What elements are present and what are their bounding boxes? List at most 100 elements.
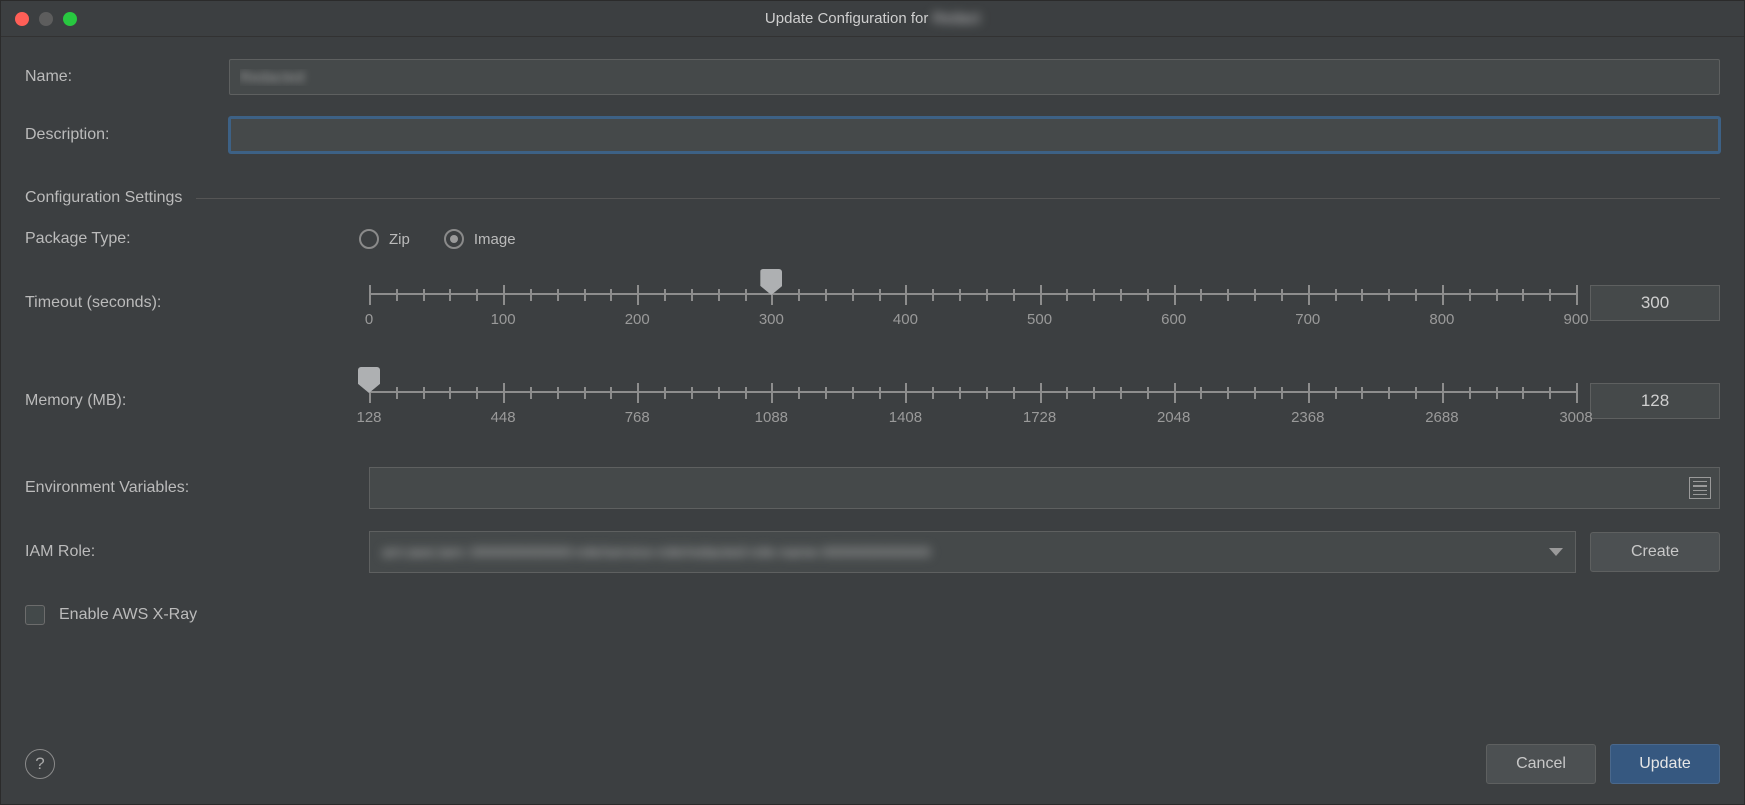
tick-minor — [584, 289, 586, 301]
tick-minor — [959, 387, 961, 399]
tick-label: 128 — [356, 409, 381, 426]
env-vars-row: Environment Variables: — [25, 467, 1720, 509]
tick-minor — [1120, 289, 1122, 301]
memory-slider[interactable]: 1284487681088140817282048236826883008 — [369, 369, 1576, 433]
tick-label: 100 — [491, 311, 516, 328]
xray-label: Enable AWS X-Ray — [59, 606, 197, 624]
description-input[interactable] — [229, 117, 1720, 153]
tick-minor — [1147, 289, 1149, 301]
memory-label: Memory (MB): — [25, 392, 355, 410]
tick-label: 500 — [1027, 311, 1052, 328]
tick-minor — [1093, 387, 1095, 399]
radio-icon — [359, 229, 379, 249]
tick-minor — [1066, 289, 1068, 301]
maximize-window-button[interactable] — [63, 12, 77, 26]
dialog-window: Update Configuration for Redact Name: De… — [0, 0, 1745, 805]
tick-minor — [879, 289, 881, 301]
tick-major — [1308, 285, 1310, 305]
tick-minor — [610, 387, 612, 399]
tick-minor — [530, 289, 532, 301]
config-settings-label: Configuration Settings — [25, 189, 182, 207]
tick-minor — [879, 387, 881, 399]
memory-value[interactable]: 128 — [1590, 383, 1720, 419]
slider-ticks — [369, 383, 1576, 403]
env-vars-input[interactable] — [369, 467, 1720, 509]
tick-major — [905, 285, 907, 305]
tick-label: 2368 — [1291, 409, 1324, 426]
tick-minor — [1200, 387, 1202, 399]
slider-ticks — [369, 285, 1576, 305]
update-button[interactable]: Update — [1610, 744, 1720, 784]
env-vars-label: Environment Variables: — [25, 479, 355, 497]
tick-minor — [825, 387, 827, 399]
tick-label: 900 — [1563, 311, 1588, 328]
tick-minor — [1227, 289, 1229, 301]
tick-minor — [423, 289, 425, 301]
chevron-down-icon — [1549, 548, 1563, 556]
tick-label: 1408 — [889, 409, 922, 426]
tick-major — [503, 285, 505, 305]
dialog-footer: ? Cancel Update — [25, 724, 1720, 784]
description-row: Description: — [25, 117, 1720, 153]
tick-label: 1728 — [1023, 409, 1056, 426]
tick-minor — [691, 387, 693, 399]
tick-label: 2688 — [1425, 409, 1458, 426]
package-type-zip-radio[interactable]: Zip — [359, 229, 410, 249]
tick-label: 3008 — [1559, 409, 1592, 426]
tick-major — [905, 383, 907, 403]
tick-minor — [396, 387, 398, 399]
xray-checkbox[interactable] — [25, 605, 45, 625]
config-settings-header: Configuration Settings — [25, 189, 1720, 207]
tick-label: 2048 — [1157, 409, 1190, 426]
tick-major — [1576, 285, 1578, 305]
tick-label: 800 — [1429, 311, 1454, 328]
name-input[interactable] — [229, 59, 1720, 95]
tick-minor — [745, 289, 747, 301]
package-type-image-radio[interactable]: Image — [444, 229, 516, 249]
tick-label: 300 — [759, 311, 784, 328]
tick-minor — [852, 289, 854, 301]
iam-role-row: IAM Role: arn:aws:iam::000000000000:role… — [25, 531, 1720, 573]
tick-minor — [1469, 289, 1471, 301]
tick-label: 0 — [365, 311, 373, 328]
tick-minor — [1200, 289, 1202, 301]
memory-row: Memory (MB): 128448768108814081728204823… — [25, 369, 1720, 433]
timeout-value[interactable]: 300 — [1590, 285, 1720, 321]
tick-minor — [423, 387, 425, 399]
window-controls — [15, 12, 77, 26]
close-window-button[interactable] — [15, 12, 29, 26]
tick-major — [369, 285, 371, 305]
tick-minor — [1388, 289, 1390, 301]
divider — [196, 198, 1720, 199]
minimize-window-button[interactable] — [39, 12, 53, 26]
tick-minor — [1335, 387, 1337, 399]
radio-label: Image — [474, 231, 516, 248]
package-type-label: Package Type: — [25, 230, 355, 248]
window-title-subject: Redact — [933, 10, 981, 27]
tick-major — [1174, 383, 1176, 403]
tick-minor — [986, 289, 988, 301]
tick-major — [637, 285, 639, 305]
tick-minor — [1147, 387, 1149, 399]
cancel-button[interactable]: Cancel — [1486, 744, 1596, 784]
edit-list-icon[interactable] — [1689, 477, 1711, 499]
tick-label: 1088 — [755, 409, 788, 426]
tick-minor — [932, 289, 934, 301]
tick-major — [1308, 383, 1310, 403]
iam-role-dropdown[interactable]: arn:aws:iam::000000000000:role/service-r… — [369, 531, 1576, 573]
tick-minor — [664, 387, 666, 399]
window-title-prefix: Update Configuration for — [765, 10, 928, 27]
tick-minor — [1281, 289, 1283, 301]
timeout-slider[interactable]: 0100200300400500600700800900 — [369, 271, 1576, 335]
tick-major — [1576, 383, 1578, 403]
tick-minor — [932, 387, 934, 399]
help-button[interactable]: ? — [25, 749, 55, 779]
name-row: Name: — [25, 59, 1720, 95]
timeout-label: Timeout (seconds): — [25, 294, 355, 312]
tick-label: 768 — [625, 409, 650, 426]
tick-label: 200 — [625, 311, 650, 328]
tick-major — [1040, 285, 1042, 305]
tick-minor — [1361, 387, 1363, 399]
tick-minor — [986, 387, 988, 399]
create-role-button[interactable]: Create — [1590, 532, 1720, 572]
